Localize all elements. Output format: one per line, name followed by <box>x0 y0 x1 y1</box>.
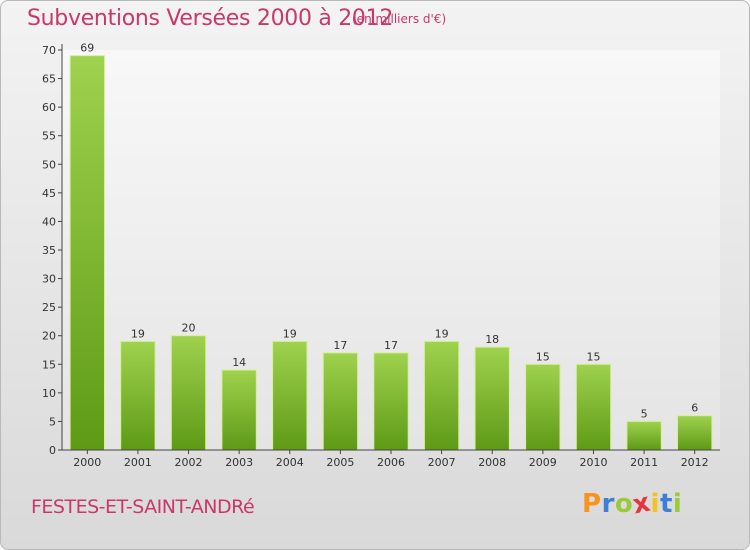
y-tick-label: 40 <box>42 215 56 228</box>
x-tick-label: 2006 <box>377 456 405 469</box>
bar-2005 <box>322 352 359 451</box>
unit-note: (en milliers d'€) <box>352 12 447 26</box>
bars: 69 19 20 14 19 17 17 19 18 15 15 5 6 <box>69 42 713 451</box>
bar-2000 <box>69 55 105 451</box>
x-tick-label: 2001 <box>124 456 152 469</box>
logo-letter: o <box>614 489 634 519</box>
bar-2002 <box>170 335 207 451</box>
x-tick-label: 2003 <box>225 456 253 469</box>
y-tick-label: 50 <box>42 158 56 171</box>
commune-name: FESTES-ET-SAINT-ANDRé <box>31 496 255 518</box>
x-tick-label: 2005 <box>326 456 354 469</box>
y-tick-label: 25 <box>42 301 56 314</box>
bar-2010 <box>575 363 612 451</box>
y-tick-label: 65 <box>42 73 56 86</box>
x-tick-label: 2007 <box>428 456 456 469</box>
bar-value-label: 17 <box>384 339 398 352</box>
y-tick-label: 45 <box>42 187 56 200</box>
bar-2006 <box>373 352 409 451</box>
bar-value-label: 17 <box>333 339 347 352</box>
logo-letter: t <box>659 489 673 519</box>
bar-2001 <box>120 340 156 451</box>
bar-value-label: 69 <box>80 42 94 55</box>
x-axis: 2000 2001 2002 2003 2004 2005 2006 2007 2008 2009… <box>62 449 720 469</box>
x-tick-label: 2011 <box>630 456 658 469</box>
bar-2004 <box>272 340 308 451</box>
bar-2012 <box>677 415 713 451</box>
y-axis: 0 5 10 15 20 25 30 35 40 45 50 55 60 65 70 <box>42 44 63 457</box>
y-tick-label: 55 <box>42 130 56 143</box>
bar-value-label: 14 <box>232 356 246 369</box>
bar-value-label: 6 <box>691 402 698 415</box>
logo-letter: P <box>582 489 602 519</box>
x-tick-label: 2002 <box>175 456 203 469</box>
y-tick-label: 15 <box>42 358 56 371</box>
logo-letter: i <box>650 489 660 519</box>
bar-value-label: 19 <box>435 327 449 340</box>
x-tick-label: 2000 <box>73 456 101 469</box>
bar-2009 <box>525 363 561 451</box>
logo-letter: r <box>601 489 615 519</box>
bar-2008 <box>474 346 510 451</box>
y-tick-label: 35 <box>42 244 56 257</box>
bar-value-label: 18 <box>485 333 499 346</box>
bar-value-label: 20 <box>182 322 196 335</box>
y-tick-label: 20 <box>42 330 56 343</box>
bar-value-label: 5 <box>641 407 648 420</box>
bar-2003 <box>221 369 257 451</box>
x-tick-label: 2012 <box>681 456 709 469</box>
x-tick-label: 2009 <box>529 456 557 469</box>
y-tick-label: 5 <box>49 415 56 428</box>
x-tick-label: 2010 <box>580 456 608 469</box>
y-tick-label: 70 <box>42 44 56 57</box>
bar-2011 <box>626 420 662 451</box>
proxiti-logo: Proxiti <box>582 488 683 521</box>
bar-value-label: 15 <box>536 350 550 363</box>
bar-2007 <box>423 340 460 451</box>
logo-letter: i <box>672 489 683 519</box>
x-tick-label: 2004 <box>276 456 304 469</box>
x-tick-label: 2008 <box>478 456 506 469</box>
bar-value-label: 15 <box>587 350 601 363</box>
y-tick-label: 10 <box>42 387 56 400</box>
bar-value-label: 19 <box>283 327 297 340</box>
chart-title: Subventions Versées 2000 à 2012 <box>27 6 394 31</box>
y-tick-label: 30 <box>42 273 56 286</box>
bar-value-label: 19 <box>131 327 145 340</box>
y-tick-label: 60 <box>42 101 56 114</box>
y-tick-label: 0 <box>49 444 56 457</box>
